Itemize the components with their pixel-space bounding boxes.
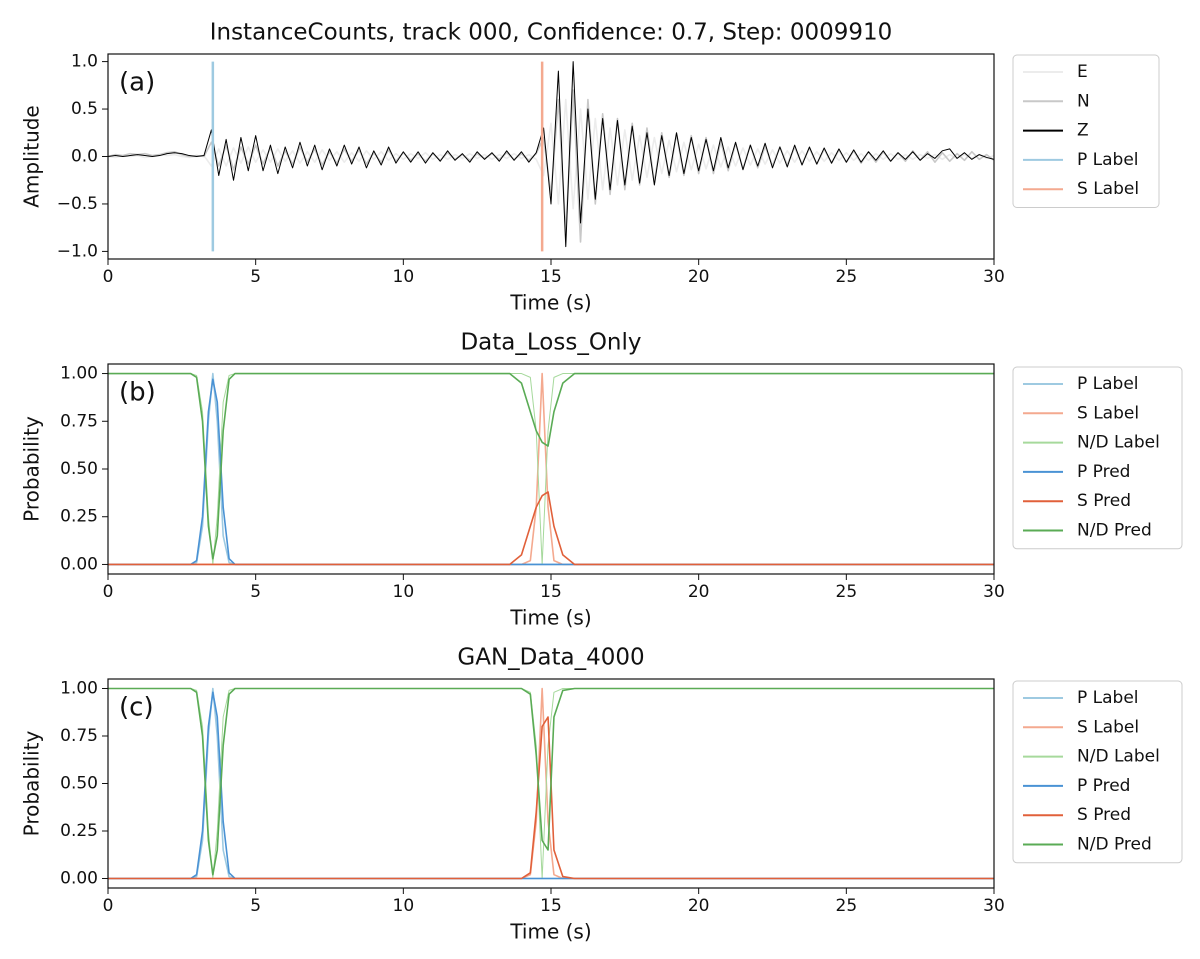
y-tick-label: −0.5 <box>57 194 98 214</box>
x-tick-label: 20 <box>688 896 710 916</box>
x-tick-label: 15 <box>540 582 562 602</box>
series-line <box>108 716 994 880</box>
y-tick-label: 0.50 <box>60 774 98 794</box>
y-axis-label: Amplitude <box>20 105 44 208</box>
y-tick-label: 1.00 <box>60 679 98 699</box>
legend-label: P Label <box>1077 688 1139 708</box>
x-tick-label: 20 <box>688 582 710 602</box>
x-tick-label: 30 <box>983 582 1005 602</box>
legend-label: P Label <box>1077 150 1139 170</box>
legend-label: N/D Label <box>1077 433 1160 453</box>
series-line <box>108 372 994 560</box>
x-tick-label: 10 <box>393 582 415 602</box>
axes-frame <box>107 363 995 575</box>
legend-label: N/D Pred <box>1077 521 1152 541</box>
y-tick-label: 0.75 <box>60 726 98 746</box>
legend-label: S Pred <box>1077 491 1131 511</box>
panel-annotation: (b) <box>119 378 156 408</box>
legend-label: Z <box>1077 121 1089 141</box>
x-tick-label: 30 <box>983 896 1005 916</box>
subplot: InstanceCounts, track 000, Confidence: 0… <box>20 20 1160 315</box>
legend-label: P Pred <box>1077 462 1130 482</box>
y-axis-label: Probability <box>20 416 44 522</box>
y-tick-label: 0.00 <box>60 869 98 889</box>
x-tick-label: 25 <box>836 582 858 602</box>
y-tick-label: 0.50 <box>60 459 98 479</box>
x-tick-label: 0 <box>103 267 114 287</box>
subplot-title: GAN_Data_4000 <box>457 645 644 671</box>
legend-label: S Label <box>1077 179 1139 199</box>
legend-label: E <box>1077 62 1088 82</box>
x-tick-label: 30 <box>983 267 1005 287</box>
series-line <box>108 89 994 243</box>
subplot-title: Data_Loss_Only <box>460 330 641 356</box>
series-lines <box>108 687 994 880</box>
x-tick-label: 5 <box>250 582 261 602</box>
x-tick-label: 20 <box>688 267 710 287</box>
subplot: GAN_Data_4000 0 5 10 15 20 25 30 0.00 0.25 0.50 0.7… <box>20 645 1183 944</box>
x-tick-label: 0 <box>103 896 114 916</box>
y-tick-label: 1.00 <box>60 364 98 384</box>
legend-box <box>1012 54 1160 208</box>
series-line <box>108 491 994 566</box>
panel-annotation: (a) <box>119 68 155 98</box>
y-tick-label: 0.25 <box>60 507 98 527</box>
legend-label: P Label <box>1077 374 1139 394</box>
legend-label: N <box>1077 91 1090 111</box>
panel-annotation: (c) <box>119 693 154 723</box>
series-line <box>108 61 994 248</box>
x-axis-label: Time (s) <box>509 291 591 315</box>
legend-label: N/D Pred <box>1077 835 1152 855</box>
y-axis-label: Probability <box>20 730 44 836</box>
series-lines <box>108 61 994 252</box>
series-line <box>108 687 994 876</box>
x-tick-label: 0 <box>103 582 114 602</box>
y-tick-label: 0.75 <box>60 411 98 431</box>
axes-frame <box>107 53 995 260</box>
legend-label: P Pred <box>1077 776 1130 796</box>
y-tick-label: 0.00 <box>60 554 98 574</box>
y-tick-label: −1.0 <box>57 241 98 261</box>
x-tick-label: 15 <box>540 267 562 287</box>
series-line <box>108 98 994 210</box>
x-axis-label: Time (s) <box>509 606 591 630</box>
x-tick-label: 10 <box>393 896 415 916</box>
legend-label: N/D Label <box>1077 747 1160 767</box>
legend-label: S Label <box>1077 717 1139 737</box>
y-tick-label: 0.0 <box>71 147 98 167</box>
x-tick-label: 5 <box>250 267 261 287</box>
x-tick-label: 10 <box>393 267 415 287</box>
legend-label: S Pred <box>1077 805 1131 825</box>
x-axis-label: Time (s) <box>509 920 591 944</box>
x-tick-label: 25 <box>836 896 858 916</box>
subplot: Data_Loss_Only 0 5 10 15 20 25 30 0.00 0.25 0.50 0.… <box>20 330 1183 630</box>
legend-label: S Label <box>1077 403 1139 423</box>
subplot-title: InstanceCounts, track 000, Confidence: 0… <box>210 20 893 46</box>
x-tick-label: 15 <box>540 896 562 916</box>
y-tick-label: 1.0 <box>71 52 98 72</box>
x-tick-label: 5 <box>250 896 261 916</box>
x-tick-label: 25 <box>836 267 858 287</box>
y-tick-label: 0.25 <box>60 821 98 841</box>
y-tick-label: 0.5 <box>71 99 98 119</box>
axes-frame <box>107 678 995 889</box>
series-lines <box>108 372 994 566</box>
